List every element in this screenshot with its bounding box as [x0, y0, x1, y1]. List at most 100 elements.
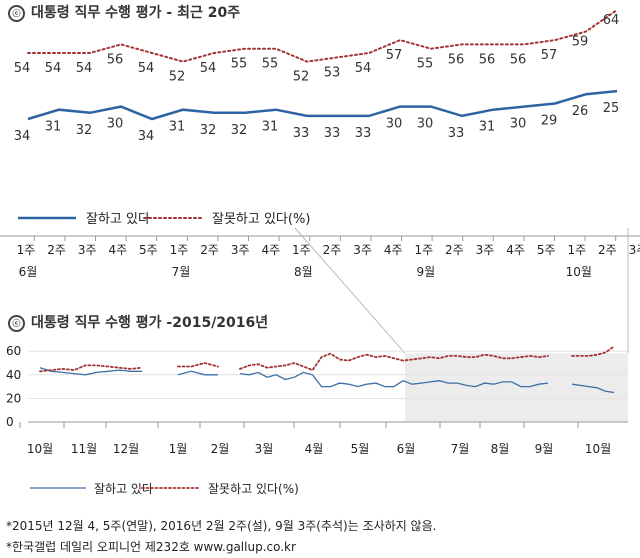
y-tick-label: 20	[6, 391, 21, 405]
week-tick-label: 4주	[108, 243, 127, 257]
disapprove-data-label: 56	[107, 52, 124, 67]
y-tick-label: 40	[6, 368, 21, 382]
chart2-title: ⓒ 대통령 직무 수행 평가 -2015/2016년	[8, 312, 268, 332]
chart1-title-text: 대통령 직무 수행 평가 - 최근 20주	[31, 5, 241, 21]
legend-disapprove-label: 잘못하고 있다(%)	[208, 482, 299, 496]
chart2-title-text: 대통령 직무 수행 평가 -2015/2016년	[31, 315, 269, 331]
footnote-survey: *2015년 12월 4, 5주(연말), 2016년 2월 2주(설), 9월…	[6, 519, 437, 533]
approve-data-label: 30	[417, 117, 434, 132]
approve-data-label: 34	[14, 129, 31, 144]
month-tick-label: 3월	[255, 442, 274, 456]
month-tick-label: 11월	[71, 442, 97, 456]
disapprove-line-segment	[177, 362, 219, 368]
disapprove-data-label: 55	[262, 57, 279, 72]
disapprove-data-label: 52	[169, 70, 186, 85]
disapprove-data-label: 59	[572, 35, 589, 50]
month-tick-label: 8월	[294, 265, 313, 279]
approve-data-label: 33	[355, 126, 372, 141]
week-tick-label: 3주	[629, 243, 640, 257]
month-tick-label: 8월	[491, 442, 510, 456]
disapprove-data-label: 54	[45, 61, 62, 76]
month-tick-label: 6월	[397, 442, 416, 456]
week-tick-label: 1주	[170, 243, 189, 257]
legend-approve-label: 잘하고 있다	[94, 482, 153, 496]
footnote-source: *한국갤럽 데일리 오피니언 제232호 www.gallup.co.kr	[6, 540, 296, 554]
month-tick-label: 4월	[305, 442, 324, 456]
disapprove-data-label: 64	[603, 13, 620, 28]
disapprove-data-label: 54	[355, 61, 372, 76]
month-tick-label: 9월	[416, 265, 435, 279]
week-tick-label: 4주	[384, 243, 403, 257]
month-tick-label: 2월	[211, 442, 230, 456]
month-tick-label: 5월	[351, 442, 370, 456]
chart1-title: ⓒ 대통령 직무 수행 평가 - 최근 20주	[8, 2, 240, 22]
approve-data-label: 31	[262, 120, 279, 135]
week-tick-label: 3주	[476, 243, 495, 257]
recent-20-weeks-highlight	[405, 353, 628, 422]
copyright-icon: ⓒ	[8, 5, 25, 22]
disapprove-data-label: 54	[14, 61, 31, 76]
week-tick-label: 4주	[261, 243, 280, 257]
disapprove-data-label: 54	[76, 61, 93, 76]
legend-disapprove-label: 잘못하고 있다(%)	[212, 212, 310, 227]
approve-data-label: 31	[479, 120, 496, 135]
disapprove-data-label: 57	[541, 48, 558, 63]
approve-data-label: 33	[448, 126, 465, 141]
disapprove-data-label: 56	[479, 52, 496, 67]
approve-line	[27, 89, 618, 121]
approve-data-label: 31	[169, 120, 186, 135]
approve-data-label: 30	[107, 117, 124, 132]
month-tick-label: 7월	[172, 265, 191, 279]
disapprove-data-label: 54	[200, 61, 217, 76]
week-tick-label: 3주	[353, 243, 372, 257]
disapprove-line-segment	[239, 352, 549, 372]
approve-line-segment	[239, 371, 549, 388]
month-tick-label: 9월	[535, 442, 554, 456]
approve-data-label: 32	[200, 123, 217, 138]
copyright-icon: ⓒ	[8, 315, 25, 332]
week-tick-label: 1주	[567, 243, 586, 257]
month-tick-label: 10월	[566, 265, 592, 279]
week-tick-label: 2주	[598, 243, 617, 257]
approve-line-segment	[39, 367, 142, 376]
approve-line-segment	[177, 370, 218, 376]
approve-data-label: 32	[231, 123, 248, 138]
month-tick-label: 6월	[19, 265, 38, 279]
legend-approve-label: 잘하고 있다	[86, 212, 150, 227]
approve-data-label: 25	[603, 101, 620, 116]
disapprove-line	[27, 9, 618, 63]
approve-data-label: 29	[541, 114, 558, 129]
disapprove-data-label: 52	[293, 70, 310, 85]
approve-data-label: 32	[76, 123, 93, 138]
month-tick-label: 10월	[585, 442, 611, 456]
month-tick-label: 12월	[113, 442, 139, 456]
approve-data-label: 33	[293, 126, 310, 141]
chart1-svg: 34 31 32 30 34 31 32 32 31 33 33 33 30 30 33 31 30 29 26 25…	[0, 9, 640, 279]
week-tick-label: 1주	[292, 243, 311, 257]
disapprove-data-label: 56	[510, 52, 527, 67]
week-tick-label: 2주	[445, 243, 464, 257]
disapprove-data-label: 55	[231, 57, 248, 72]
approve-data-label: 30	[510, 117, 527, 132]
approve-data-label: 34	[138, 129, 155, 144]
disapprove-data-label: 54	[138, 61, 155, 76]
month-tick-label: 1월	[169, 442, 188, 456]
approve-data-label: 31	[45, 120, 62, 135]
week-tick-label: 1주	[414, 243, 433, 257]
week-tick-label: 1주	[17, 243, 36, 257]
chart2-svg: 0 20 40 60 10월 11월 12월 1월 2월 3월 4월 5월 6월 7월 8월 9월 10월잘하고…	[6, 227, 629, 496]
week-tick-label: 3주	[231, 243, 250, 257]
approve-data-label: 30	[386, 117, 403, 132]
approve-data-label: 33	[324, 126, 341, 141]
disapprove-data-label: 53	[324, 65, 341, 80]
approve-line-segment	[571, 383, 615, 394]
week-tick-label: 2주	[323, 243, 342, 257]
week-tick-label: 5주	[537, 243, 556, 257]
week-tick-label: 3주	[78, 243, 97, 257]
month-tick-label: 10월	[27, 442, 53, 456]
month-tick-label: 7월	[451, 442, 470, 456]
disapprove-line-segment	[571, 345, 615, 357]
disapprove-data-label: 55	[417, 57, 434, 72]
zoom-connector	[294, 227, 406, 354]
disapprove-data-label: 56	[448, 52, 465, 67]
